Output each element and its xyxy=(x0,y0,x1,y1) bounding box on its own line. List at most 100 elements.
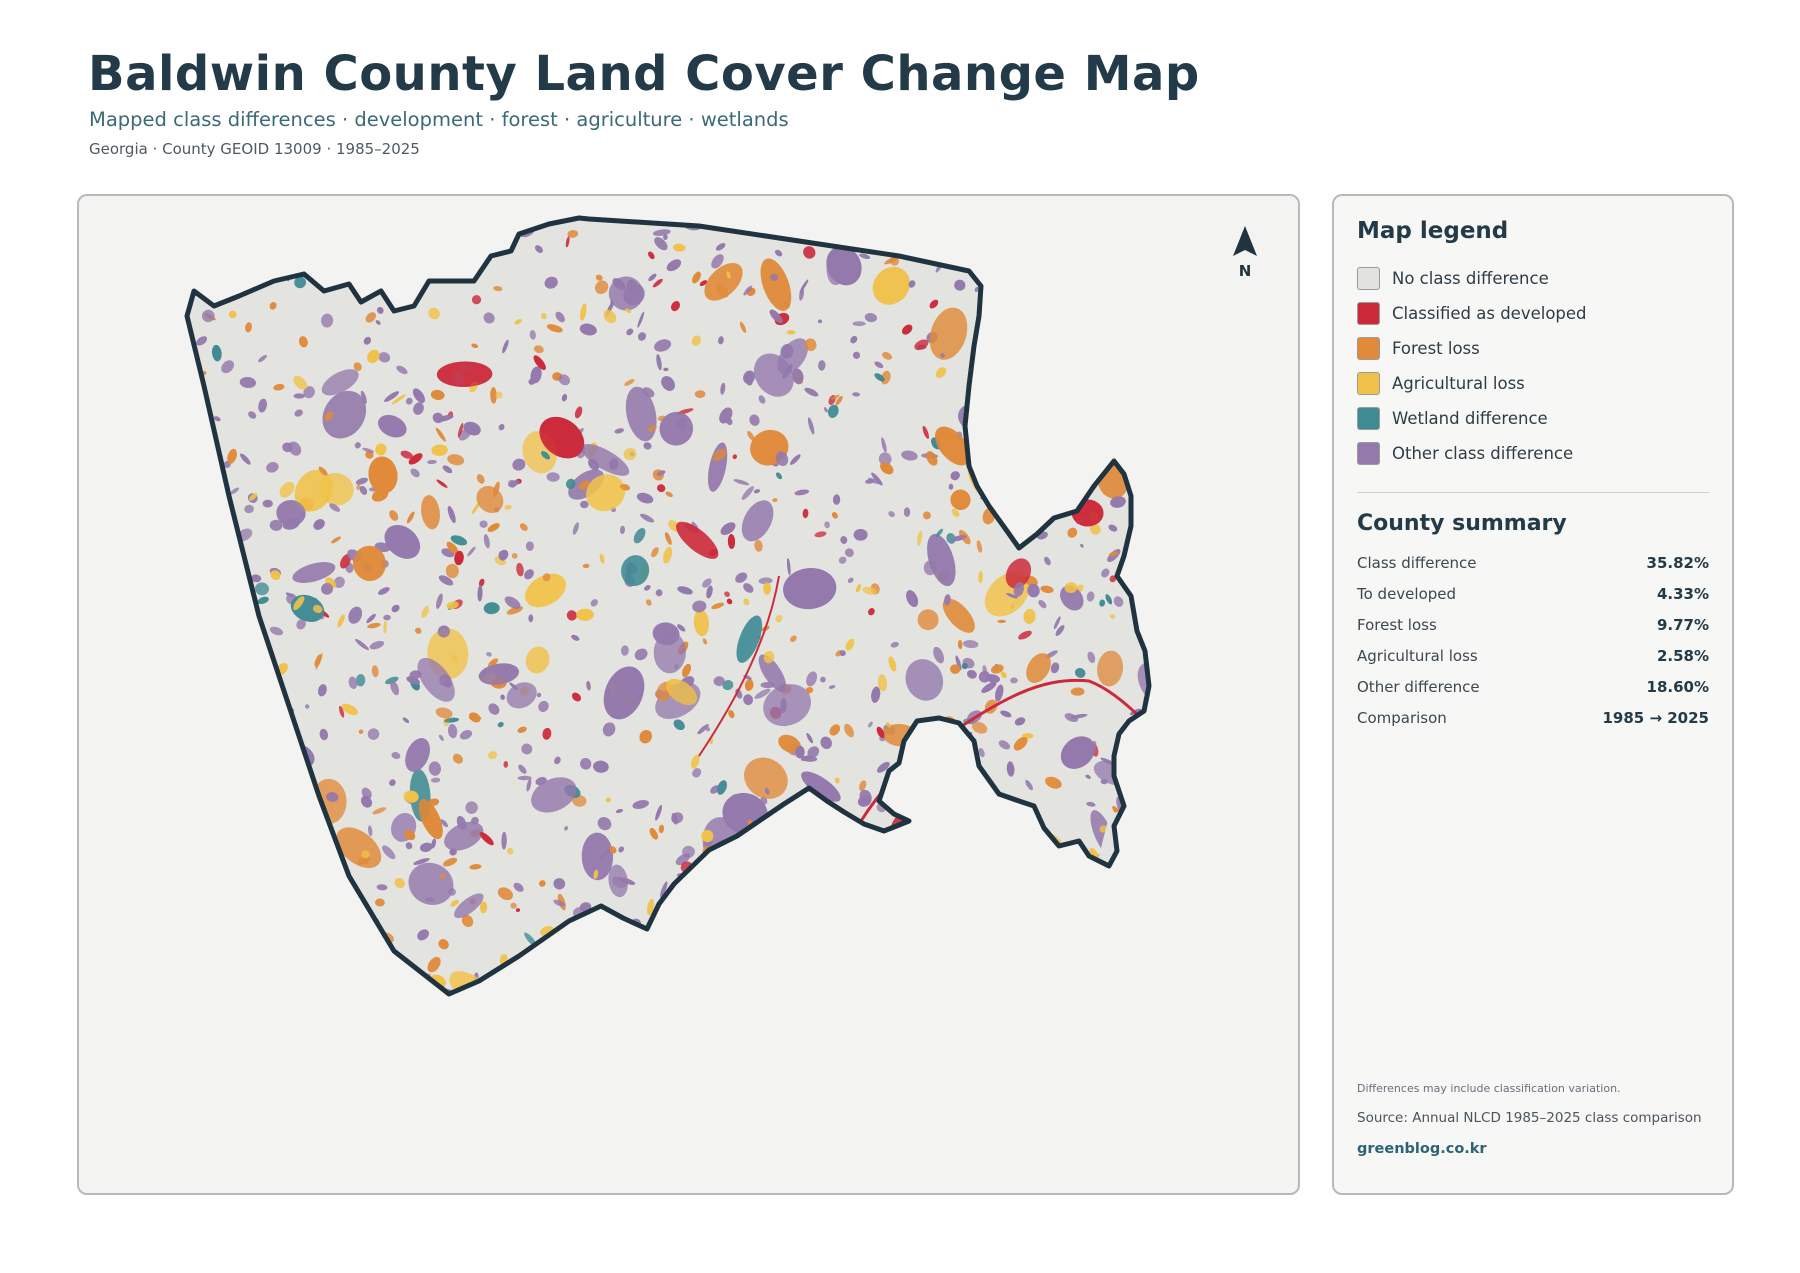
land-cover-patch xyxy=(1034,985,1043,994)
land-cover-patch xyxy=(366,613,376,624)
land-cover-patch xyxy=(440,257,455,271)
land-cover-patch xyxy=(1061,282,1074,300)
land-cover-patch xyxy=(192,539,199,547)
land-cover-patch xyxy=(1019,463,1029,477)
land-cover-patch xyxy=(735,572,748,583)
land-cover-patch xyxy=(961,885,994,935)
land-cover-patch xyxy=(1168,751,1177,762)
land-cover-patch xyxy=(304,921,327,946)
land-cover-patch xyxy=(729,956,735,965)
land-cover-patch xyxy=(992,224,999,231)
land-cover-patch xyxy=(807,417,815,435)
land-cover-patch xyxy=(1006,593,1018,599)
land-cover-patch xyxy=(378,587,390,595)
land-cover-patch xyxy=(189,383,202,398)
land-cover-patch xyxy=(744,679,754,691)
summary-label: Forest loss xyxy=(1357,616,1437,634)
land-cover-patch xyxy=(240,934,275,975)
land-cover-patch xyxy=(902,1004,914,1012)
land-cover-patch xyxy=(226,634,240,645)
land-cover-patch xyxy=(1027,583,1040,598)
land-cover-patch xyxy=(1169,960,1174,965)
land-cover-patch xyxy=(824,521,830,529)
land-cover-patch xyxy=(950,664,961,674)
land-cover-patch xyxy=(665,678,698,706)
land-cover-patch xyxy=(391,751,401,760)
land-cover-patch xyxy=(541,952,555,961)
land-cover-patch xyxy=(1004,446,1011,452)
map-panel[interactable]: N xyxy=(77,194,1300,1195)
land-cover-patch xyxy=(199,836,205,843)
land-cover-patch xyxy=(206,259,215,272)
land-cover-patch xyxy=(654,237,668,251)
land-cover-patch xyxy=(369,640,385,650)
land-cover-patch xyxy=(312,604,323,614)
land-cover-patch xyxy=(362,447,375,453)
land-cover-patch xyxy=(1171,561,1180,572)
land-cover-patch xyxy=(518,764,527,774)
land-cover-patch xyxy=(544,276,558,289)
land-cover-patch xyxy=(1050,662,1060,674)
land-cover-patch xyxy=(985,674,1000,683)
land-cover-patch xyxy=(1142,243,1149,273)
land-cover-patch xyxy=(176,879,184,887)
land-cover-patch xyxy=(413,220,419,225)
land-cover-patch xyxy=(375,320,381,325)
land-cover-patch xyxy=(612,278,626,290)
land-cover-patch xyxy=(854,950,888,987)
land-cover-patch xyxy=(1022,307,1033,319)
land-cover-patch xyxy=(512,974,521,983)
legend-item-no-difference: No class difference xyxy=(1357,266,1549,290)
land-cover-patch xyxy=(949,967,956,974)
land-cover-patch xyxy=(368,456,398,494)
land-cover-patch xyxy=(778,734,802,754)
land-cover-patch xyxy=(512,458,526,471)
land-cover-patch xyxy=(682,845,695,858)
land-cover-patch xyxy=(273,871,286,879)
land-cover-patch xyxy=(935,864,947,870)
land-cover-patch xyxy=(1165,913,1170,919)
land-cover-patch xyxy=(187,579,195,588)
land-cover-patch xyxy=(694,982,726,994)
land-cover-patch xyxy=(1009,336,1022,345)
land-cover-patch xyxy=(1109,614,1116,619)
land-cover-patch xyxy=(996,455,1000,463)
land-cover-patch xyxy=(878,452,892,466)
county-map[interactable]: N xyxy=(79,196,1298,1193)
footer-site-link[interactable]: greenblog.co.kr xyxy=(1357,1141,1487,1157)
land-cover-patch xyxy=(792,952,840,994)
land-cover-patch xyxy=(294,409,303,417)
land-cover-patch xyxy=(739,905,746,911)
legend-label: No class difference xyxy=(1392,268,1549,288)
land-cover-patch xyxy=(1103,369,1118,378)
land-cover-patch xyxy=(1089,268,1102,279)
land-cover-patch xyxy=(653,948,685,988)
land-cover-patch xyxy=(720,522,736,536)
land-cover-patch xyxy=(737,927,744,941)
land-cover-patch xyxy=(1155,382,1168,397)
land-cover-patch xyxy=(1109,970,1133,994)
land-cover-patch xyxy=(982,236,994,246)
land-cover-patch xyxy=(1061,494,1067,500)
land-cover-patch xyxy=(353,362,362,372)
land-cover-patch xyxy=(355,674,366,687)
land-cover-patch xyxy=(221,604,227,611)
land-cover-patch xyxy=(187,803,211,833)
land-cover-patch xyxy=(933,646,944,664)
land-cover-patch xyxy=(905,659,944,701)
land-cover-patch xyxy=(1159,639,1165,648)
land-cover-patch xyxy=(890,220,902,227)
land-cover-patch xyxy=(599,553,605,564)
land-cover-patch xyxy=(1150,624,1170,645)
land-cover-patch xyxy=(605,797,612,803)
land-cover-patch xyxy=(330,1002,346,1018)
land-cover-patch xyxy=(1170,353,1187,360)
land-cover-patch xyxy=(378,352,391,363)
land-cover-patch xyxy=(168,508,188,525)
land-cover-patch xyxy=(483,312,495,324)
land-cover-patch xyxy=(321,369,359,396)
land-cover-patch xyxy=(448,888,456,896)
land-cover-patch xyxy=(297,876,302,881)
land-cover-patch xyxy=(826,246,862,286)
land-cover-patch xyxy=(317,684,327,697)
